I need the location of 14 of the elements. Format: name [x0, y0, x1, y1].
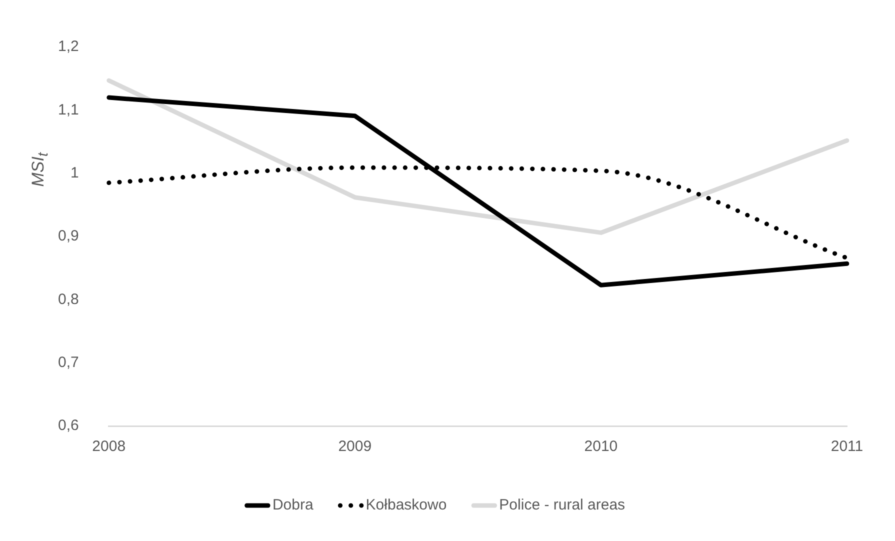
legend-label: Dobra	[272, 496, 314, 514]
legend-label: Kołbaskowo	[366, 496, 447, 514]
x-tick-label: 2010	[584, 438, 618, 456]
x-tick-label: 2011	[830, 438, 864, 456]
x-tick-label: 2009	[338, 438, 372, 456]
y-tick-label: 1	[70, 164, 79, 182]
x-tick-label: 2008	[92, 438, 126, 456]
y-tick-label: 1,2	[58, 38, 79, 56]
y-tick-label: 0,6	[58, 417, 79, 434]
y-tick-label: 1,1	[58, 101, 79, 118]
y-tick-label: 0,7	[58, 354, 79, 371]
y-tick-label: 0,8	[58, 290, 79, 308]
legend-label: Police - rural areas	[499, 496, 626, 514]
y-tick-label: 0,9	[58, 228, 79, 245]
